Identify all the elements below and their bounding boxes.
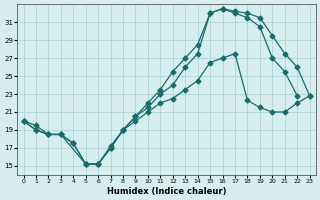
X-axis label: Humidex (Indice chaleur): Humidex (Indice chaleur) [107, 187, 226, 196]
